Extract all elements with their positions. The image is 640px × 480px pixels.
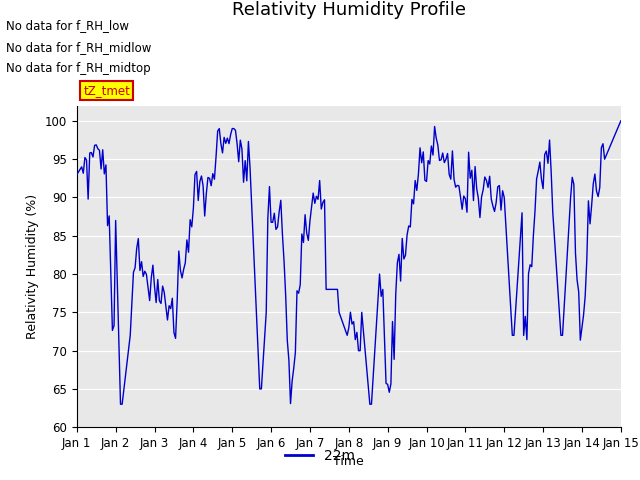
Legend: 22m: 22m: [280, 443, 360, 468]
X-axis label: Time: Time: [333, 456, 364, 468]
Title: Relativity Humidity Profile: Relativity Humidity Profile: [232, 1, 466, 19]
Y-axis label: Relativity Humidity (%): Relativity Humidity (%): [26, 194, 39, 339]
Text: tZ_tmet: tZ_tmet: [83, 84, 130, 97]
Text: No data for f_RH_midtop: No data for f_RH_midtop: [6, 62, 151, 75]
Text: No data for f_RH_midlow: No data for f_RH_midlow: [6, 41, 152, 54]
Text: No data for f_RH_low: No data for f_RH_low: [6, 19, 129, 32]
